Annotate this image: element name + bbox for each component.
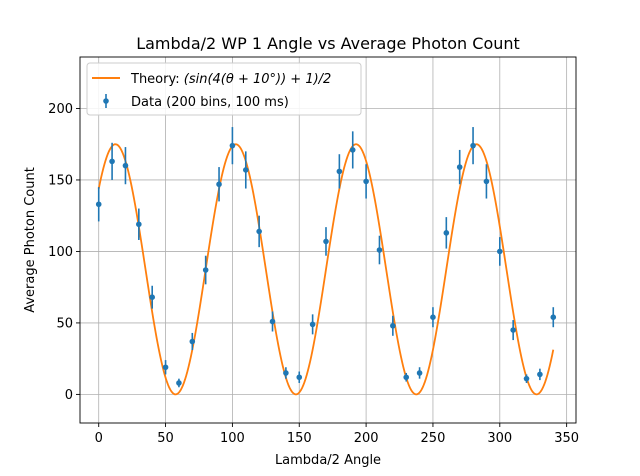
data-point	[190, 339, 196, 345]
data-point	[390, 323, 396, 329]
data-point	[230, 143, 236, 149]
legend-theory-text: Theory:	[130, 72, 184, 87]
data-point	[444, 230, 450, 236]
data-point	[510, 327, 516, 333]
data-point	[537, 372, 543, 378]
x-tick-label: 350	[554, 431, 579, 446]
chart-title: Lambda/2 WP 1 Angle vs Average Photon Co…	[136, 34, 520, 53]
x-tick-label: 200	[354, 431, 379, 446]
y-tick-label: 200	[48, 102, 73, 117]
legend-data-marker	[103, 98, 109, 104]
x-axis-label: Lambda/2 Angle	[275, 453, 381, 468]
data-point	[256, 229, 262, 235]
data-point	[524, 376, 530, 382]
data-point	[96, 201, 102, 207]
data-point	[457, 164, 463, 170]
data-point	[337, 169, 343, 175]
data-point	[417, 370, 423, 376]
data-point	[350, 147, 356, 153]
x-tick-label: 300	[487, 431, 512, 446]
y-axis-label: Average Photon Count	[23, 167, 38, 313]
data-point	[149, 294, 155, 300]
legend: Theory: (sin(4(θ + 10°)) + 1)/2 Data (20…	[87, 63, 361, 115]
data-point	[163, 364, 169, 370]
legend-data-label: Data (200 bins, 100 ms)	[131, 95, 289, 110]
data-point	[136, 221, 142, 227]
data-point	[283, 370, 289, 376]
data-point	[123, 163, 129, 169]
y-tick-label: 150	[48, 173, 73, 188]
y-tick-label: 0	[65, 388, 73, 403]
data-point	[323, 239, 329, 245]
y-tick-label: 100	[48, 245, 73, 260]
data-point	[203, 267, 209, 273]
data-point	[310, 322, 316, 328]
x-tick-label: 100	[220, 431, 245, 446]
data-point	[296, 374, 302, 380]
data-point	[550, 314, 556, 320]
data-point	[109, 159, 115, 165]
x-tick-label: 50	[157, 431, 174, 446]
x-tick-label: 250	[421, 431, 446, 446]
data-point	[216, 181, 222, 187]
legend-theory-formula: (sin(4(θ + 10°)) + 1)/2	[184, 72, 332, 87]
data-point	[470, 143, 476, 149]
x-tick-label: 0	[95, 431, 103, 446]
x-tick-label: 150	[287, 431, 312, 446]
data-point	[430, 314, 436, 320]
y-tick-label: 50	[56, 316, 73, 331]
data-point	[270, 319, 276, 325]
data-point	[403, 374, 409, 380]
legend-theory-label: Theory: (sin(4(θ + 10°)) + 1)/2	[130, 72, 331, 87]
data-point	[497, 249, 503, 255]
data-point	[243, 167, 249, 173]
data-point	[363, 179, 369, 185]
data-point	[377, 247, 383, 253]
data-point	[176, 380, 182, 386]
data-point	[484, 179, 490, 185]
